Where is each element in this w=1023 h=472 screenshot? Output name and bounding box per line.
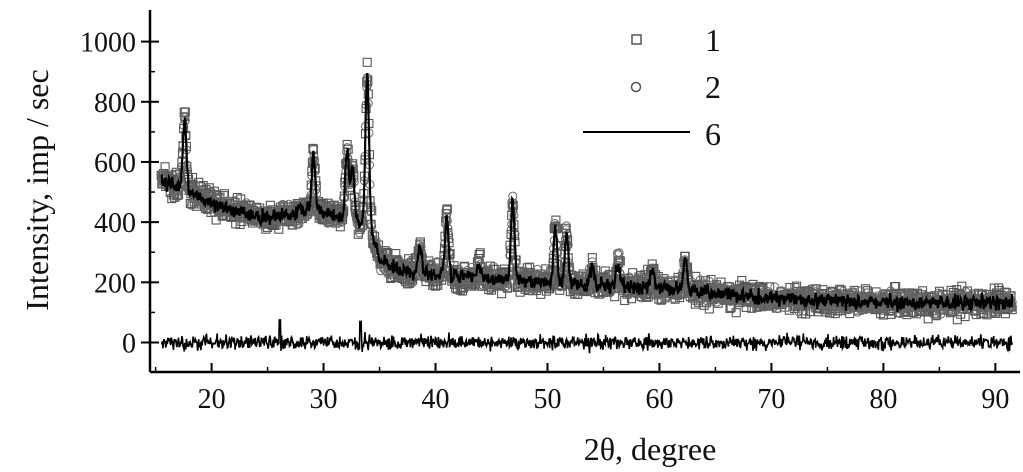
x-tick-label: 40 [422, 384, 450, 415]
series-2-point [207, 187, 217, 197]
series-1-point [336, 203, 347, 213]
series-1-point [442, 204, 452, 214]
series-1-point [457, 286, 467, 296]
legend-label-1: 1 [705, 22, 721, 58]
legend-label-2: 2 [705, 69, 721, 105]
ticks: 20 30 40 50 60 70 80 90 0 200 400 600 800 1000 [80, 28, 1009, 415]
y-axis-label: Intensity, imp / sec [19, 69, 55, 310]
x-tick-label: 90 [981, 384, 1009, 415]
series-2-point [294, 219, 304, 229]
y-tick-label: 0 [122, 329, 136, 360]
legend-label-6: 6 [705, 116, 721, 152]
x-tick-label: 50 [533, 384, 561, 415]
series-1-point [587, 253, 597, 263]
series-2-point [186, 200, 196, 210]
y-tick-label: 200 [94, 268, 136, 299]
series-1-point [362, 57, 372, 67]
series-2-point [216, 208, 226, 218]
y-tick-label: 1000 [80, 28, 136, 59]
x-tick-label: 80 [869, 384, 897, 415]
series-1-point [180, 107, 190, 117]
x-tick-label: 30 [310, 384, 338, 415]
series-2-point [426, 259, 435, 269]
x-tick-label: 70 [757, 384, 785, 415]
series-1-point [726, 302, 736, 312]
y-tick-label: 600 [94, 148, 136, 179]
x-tick-label: 60 [645, 384, 673, 415]
plot-area [156, 57, 1017, 354]
legend-marker-circle [630, 81, 642, 93]
legend: 1 2 6 [583, 22, 721, 152]
difference-curve [160, 319, 1013, 354]
series-1-point [442, 205, 452, 215]
series-2-point [241, 198, 251, 208]
series-1-point [455, 285, 465, 295]
y-tick-label: 800 [94, 88, 136, 119]
x-tick-label: 20 [198, 384, 226, 415]
y-tick-label: 400 [94, 208, 136, 239]
series-1-point [522, 263, 532, 273]
series-2-point [432, 257, 442, 267]
series-1-point [731, 308, 741, 318]
axes [148, 10, 1020, 374]
x-axis-label: 2θ, degree [584, 431, 717, 467]
series-1-point [474, 249, 484, 260]
series-1-point [886, 309, 896, 319]
series-1-point [830, 309, 840, 319]
series-2-point [429, 282, 439, 291]
legend-marker-square [631, 34, 642, 45]
series-2-point [354, 228, 364, 238]
series-1-point [801, 309, 811, 319]
series-1-point [160, 162, 170, 172]
